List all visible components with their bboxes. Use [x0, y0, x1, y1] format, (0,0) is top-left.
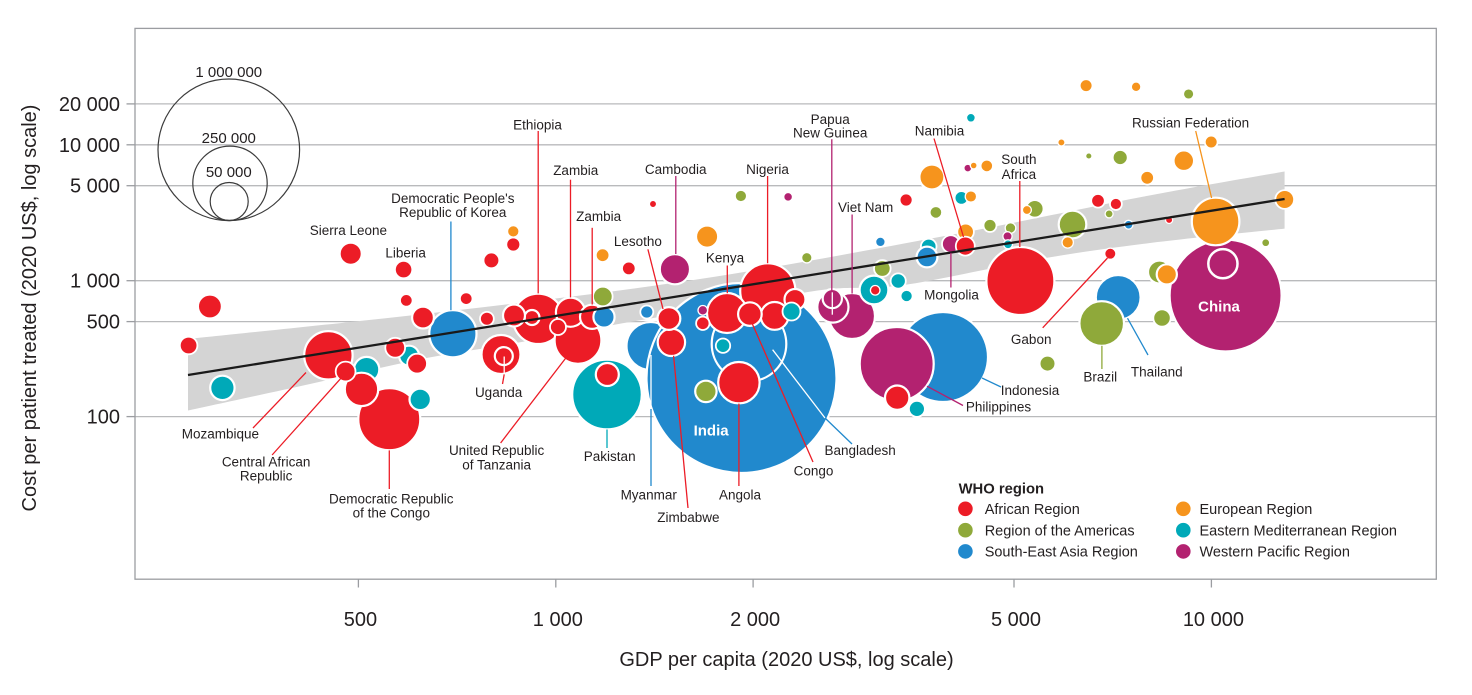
svg-text:2 000: 2 000 — [730, 609, 780, 631]
svg-text:United Republic: United Republic — [449, 443, 545, 458]
svg-text:South-East Asia Region: South-East Asia Region — [985, 545, 1138, 561]
svg-text:Mozambique: Mozambique — [182, 427, 259, 442]
svg-text:Africa: Africa — [1002, 167, 1037, 182]
svg-text:Gabon: Gabon — [1011, 332, 1052, 347]
svg-text:Congo: Congo — [794, 464, 834, 479]
svg-text:1 000: 1 000 — [70, 271, 120, 293]
svg-text:Philippines: Philippines — [966, 400, 1032, 415]
svg-text:African Region: African Region — [985, 502, 1080, 518]
svg-text:Uganda: Uganda — [475, 385, 523, 400]
svg-text:250 000: 250 000 — [202, 130, 256, 147]
svg-text:Zambia: Zambia — [576, 209, 622, 224]
svg-text:South: South — [1001, 152, 1036, 167]
svg-text:Liberia: Liberia — [385, 245, 426, 260]
svg-text:China: China — [1198, 299, 1240, 316]
svg-text:Republic: Republic — [240, 468, 293, 483]
svg-text:50 000: 50 000 — [206, 164, 252, 181]
svg-text:Papua: Papua — [811, 112, 851, 127]
svg-text:Democratic Republic: Democratic Republic — [329, 492, 454, 507]
svg-text:Mongolia: Mongolia — [924, 288, 979, 303]
svg-text:10 000: 10 000 — [1183, 609, 1244, 631]
svg-text:of the Congo: of the Congo — [353, 505, 430, 520]
svg-text:Ethiopia: Ethiopia — [513, 117, 562, 132]
svg-text:Russian Federation: Russian Federation — [1132, 115, 1249, 130]
svg-text:Eastern Mediterranean Region: Eastern Mediterranean Region — [1200, 523, 1397, 539]
svg-text:Zambia: Zambia — [553, 163, 599, 178]
svg-text:Indonesia: Indonesia — [1001, 383, 1060, 398]
svg-text:5 000: 5 000 — [70, 176, 120, 198]
svg-text:Lesotho: Lesotho — [614, 234, 662, 249]
svg-text:Bangladesh: Bangladesh — [824, 443, 895, 458]
svg-text:Sierra Leone: Sierra Leone — [310, 223, 387, 238]
svg-text:Brazil: Brazil — [1083, 370, 1117, 385]
svg-text:Thailand: Thailand — [1131, 364, 1183, 379]
svg-text:100: 100 — [87, 407, 120, 429]
svg-text:Zimbabwe: Zimbabwe — [657, 510, 719, 525]
svg-text:5 000: 5 000 — [991, 609, 1041, 631]
svg-text:Nigeria: Nigeria — [746, 162, 789, 177]
svg-text:India: India — [694, 423, 730, 440]
svg-text:GDP per capita (2020 US$, log: GDP per capita (2020 US$, log scale) — [619, 649, 953, 671]
svg-text:500: 500 — [344, 609, 377, 631]
svg-text:Democratic People's: Democratic People's — [391, 191, 515, 206]
svg-text:1 000: 1 000 — [533, 609, 583, 631]
svg-text:New Guinea: New Guinea — [793, 126, 868, 141]
svg-text:500: 500 — [87, 312, 120, 334]
svg-text:WHO region: WHO region — [959, 482, 1045, 498]
svg-text:Viet Nam: Viet Nam — [838, 200, 893, 215]
svg-text:Myanmar: Myanmar — [621, 488, 678, 503]
svg-text:Central African: Central African — [222, 455, 311, 470]
svg-text:Western Pacific Region: Western Pacific Region — [1200, 545, 1350, 561]
svg-text:10 000: 10 000 — [59, 135, 120, 157]
svg-text:Kenya: Kenya — [706, 251, 745, 266]
svg-text:Cost per patient treated (2020: Cost per patient treated (2020 US$, log … — [19, 105, 41, 512]
svg-text:20 000: 20 000 — [59, 94, 120, 116]
svg-text:Pakistan: Pakistan — [584, 449, 636, 464]
svg-text:Angola: Angola — [719, 488, 762, 503]
svg-text:1 000 000: 1 000 000 — [195, 64, 262, 81]
svg-text:Namibia: Namibia — [915, 123, 965, 138]
svg-text:Cambodia: Cambodia — [645, 162, 707, 177]
svg-text:Region of the Americas: Region of the Americas — [985, 523, 1135, 539]
svg-text:Republic of Korea: Republic of Korea — [399, 205, 507, 220]
svg-text:of Tanzania: of Tanzania — [462, 458, 531, 473]
svg-text:European Region: European Region — [1200, 502, 1313, 518]
